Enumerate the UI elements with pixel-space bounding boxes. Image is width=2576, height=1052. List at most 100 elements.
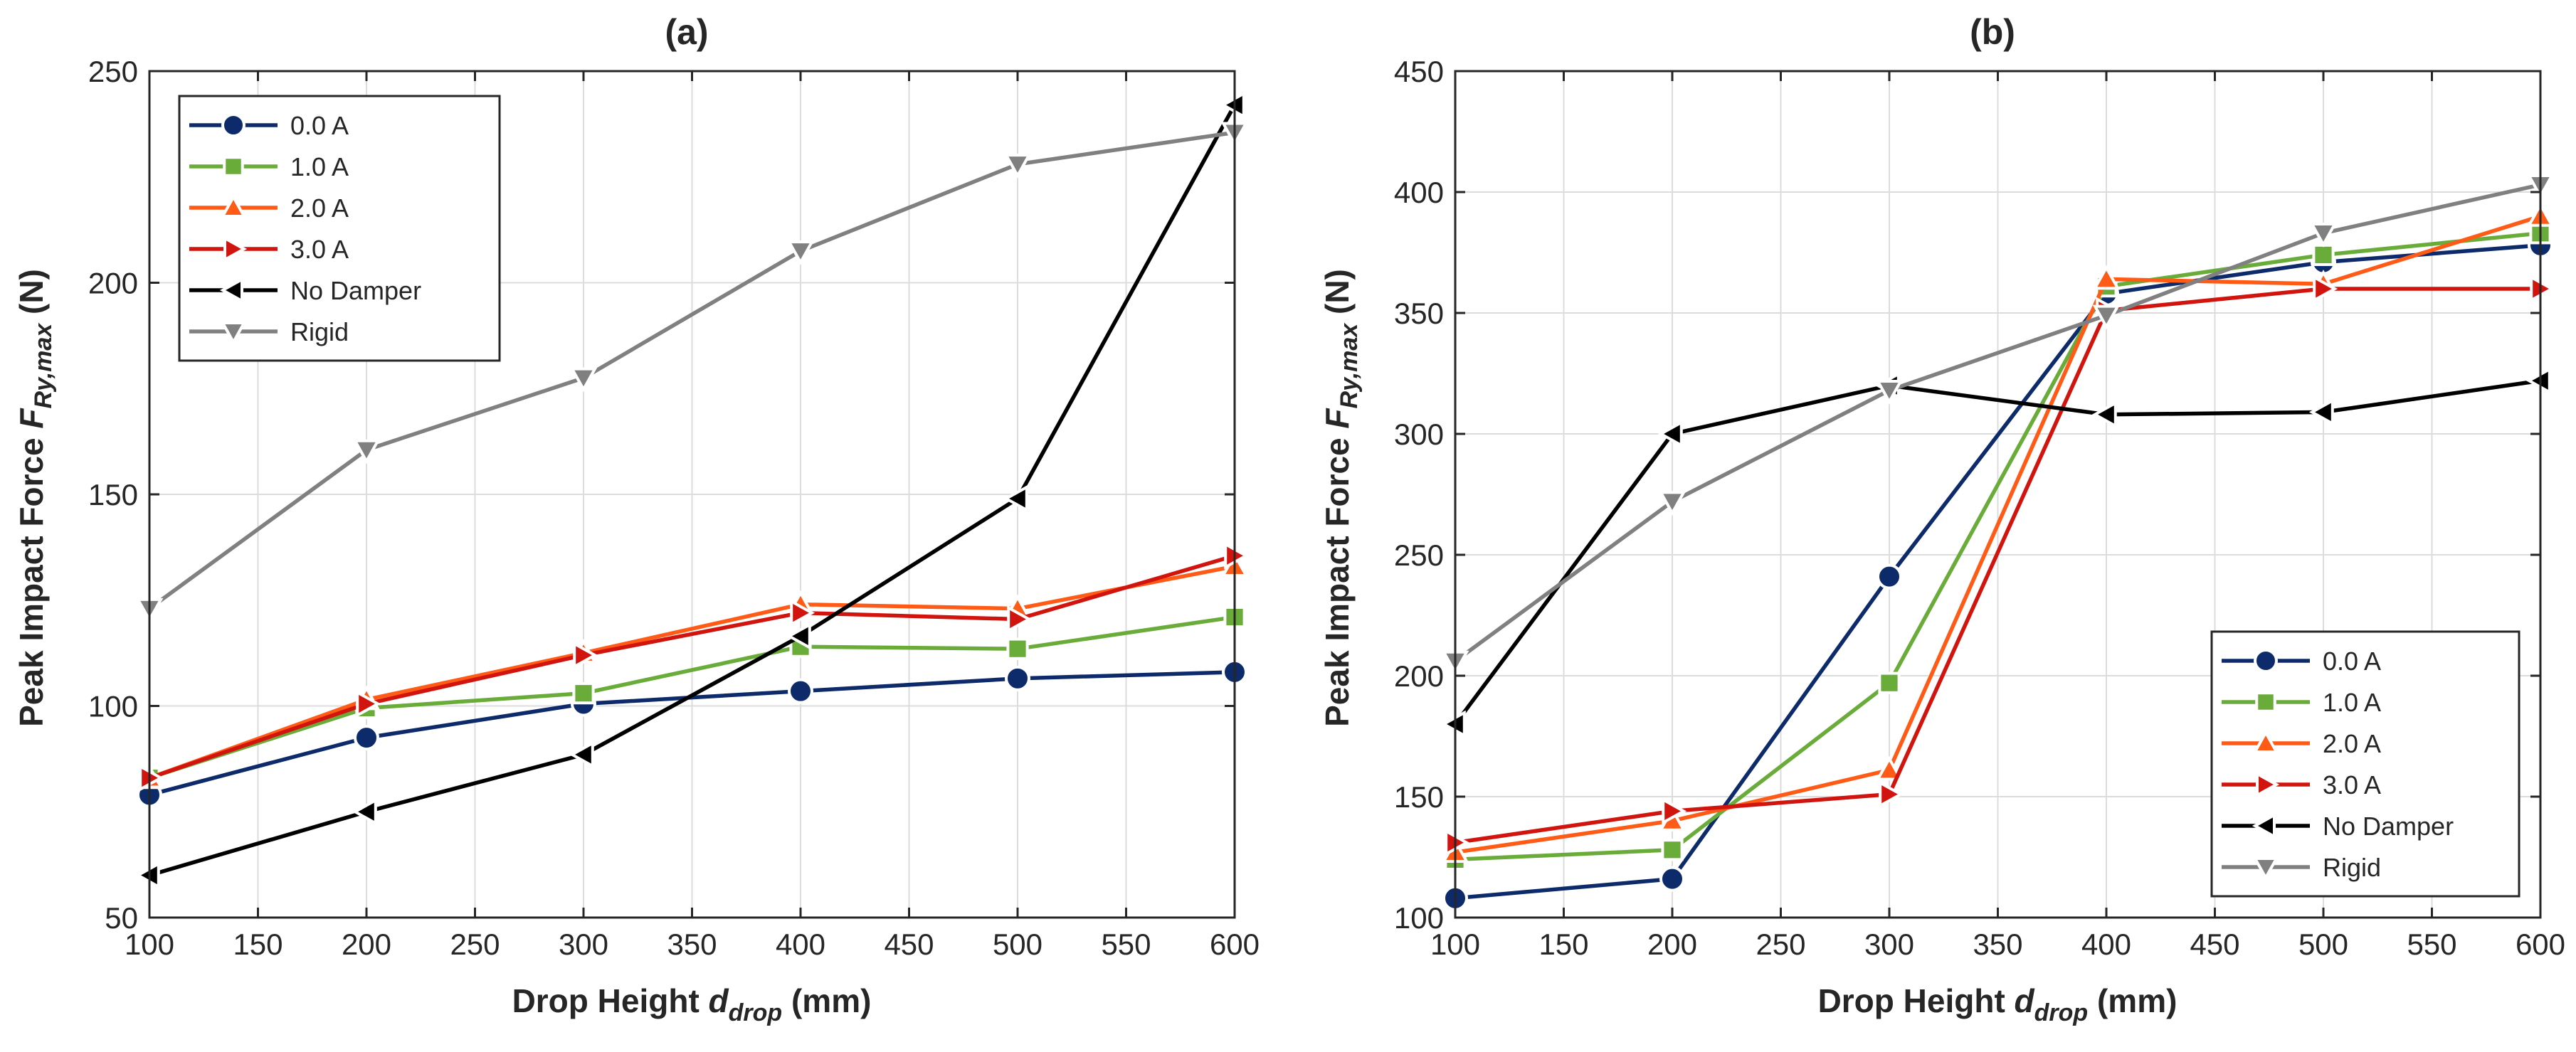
legend-label: 1.0 A [2323,688,2381,717]
panel-b-axes: 100 150 200 250 300 350 400 450 500 550 600 100 150 2… [1394,55,2565,961]
data-point [786,622,811,650]
data-point [2309,223,2338,248]
series-line [1455,214,2541,854]
data-point [1876,563,1902,590]
data-point [1878,671,1901,694]
panel-a-x-tick-label: 600 [1210,928,1260,961]
panel-b-x-tick-label: 200 [1647,928,1697,961]
legend-label: No Damper [2323,812,2454,841]
series-line [1453,378,2541,726]
series-line [149,553,1235,780]
data-point [1662,797,1687,825]
legend-label: 0.0 A [290,111,349,140]
data-point [356,690,381,718]
data-point [1440,710,1466,738]
data-point [2530,275,2555,303]
data-point [569,740,594,769]
panel-a-x-tick-label: 150 [233,928,283,961]
legend-marker [2256,771,2280,798]
data-point [2092,304,2121,330]
panel-b-y-tick-label: 450 [1394,55,1444,88]
data-point [786,240,815,265]
data-point [569,367,598,393]
data-point [1659,866,1685,892]
legend-label: 3.0 A [2323,770,2381,799]
panel-a-series-3-0-a [139,541,1250,792]
panel-a-y-tick-label: 250 [88,55,138,88]
legend-label: No Damper [290,276,421,305]
panel-a-x-tick-label: 300 [559,928,608,961]
panel-a-x-tick-label: 450 [884,928,934,961]
panel-a-x-tick-label: 350 [667,928,717,961]
panel-b-y-tick-label: 150 [1394,780,1444,814]
data-point [352,439,381,464]
panel-a-y-tick-label: 100 [88,690,138,723]
data-point [1003,484,1028,513]
panel-b-legend: 0.0 A 1.0 A 2.0 A 3.0 A No Damper Rigid [2210,630,2520,898]
data-point [2308,398,2334,426]
panel-a-x-tick-label: 400 [776,928,825,961]
series-line [149,564,1235,780]
data-point [788,678,813,704]
panel-b-x-tick-label: 100 [1430,928,1480,961]
data-point [2091,400,2117,429]
panel-a-x-tick-label: 550 [1101,928,1151,961]
legend-label: 2.0 A [2323,729,2381,758]
panel-b-title: (b) [1970,12,2015,52]
data-point [1875,380,1904,405]
legend-marker [220,322,247,346]
data-point [1006,637,1029,660]
panel-a-series-0-0-a [137,659,1247,808]
data-point [572,682,595,705]
legend-marker [219,277,243,304]
data-point [354,725,379,751]
legend-label: Rigid [2323,853,2381,882]
panel-a-series-no-damper [134,91,1245,889]
panel-a-x-tick-label: 500 [993,928,1042,961]
legend-marker [220,193,247,218]
panel-b-x-tick-label: 400 [2081,928,2131,961]
data-point [2313,275,2338,303]
legend-label: 3.0 A [290,235,349,264]
legend-marker [2252,812,2276,839]
legend-marker [2255,691,2276,713]
data-point [1445,829,1470,856]
legend-label: Rigid [290,317,349,346]
series-line [1455,231,2541,862]
series-line [1455,287,2540,845]
panel-b: (b) 100 150 200 250 300 350 400 450 500 550 600100… [1319,12,2565,1026]
series-line [148,130,1235,610]
series-line [149,615,1235,780]
panel-a-axes: 100 150 200 250 300 350 400 450 500 550 6005010015… [88,55,1260,961]
data-point [2312,243,2335,266]
panel-a-legend-box [178,95,501,362]
panel-b-x-tick-label: 300 [1864,928,1914,961]
panel-b-x-tick-label: 500 [2298,928,2348,961]
panel-b-y-tick-label: 400 [1394,176,1444,209]
panel-b-y-tick-label: 200 [1394,659,1444,693]
legend-marker [223,235,248,262]
panel-b-x-tick-label: 600 [2516,928,2565,961]
panel-a-x-tick-label: 250 [450,928,500,961]
data-point [1661,839,1684,861]
series-line [1454,183,2541,663]
panel-b-y-tick-label: 250 [1394,538,1444,572]
data-point [790,599,815,627]
panel-a-y-tick-label: 50 [105,901,138,935]
data-point [1658,491,1686,516]
legend-label: 1.0 A [290,152,349,181]
data-point [2092,265,2121,290]
legend-marker [2254,649,2278,673]
data-point [1220,91,1245,119]
panel-a-legend: 0.0 A 1.0 A 2.0 A 3.0 A No Damper Rigid [178,95,501,362]
panel-a-y-tick-label: 200 [88,267,138,300]
panel-b-legend-box [2210,630,2520,898]
panel-b-x-tick-label: 550 [2407,928,2456,961]
panel-b-x-tick-label: 450 [2190,928,2239,961]
panel-b-series [1440,174,2555,911]
data-point [1657,420,1683,448]
data-point [1005,665,1030,691]
panel-b-x-axis-label: Drop Height ddrop (mm) [1818,982,2178,1026]
panel-b-y-tick-label: 300 [1394,418,1444,451]
